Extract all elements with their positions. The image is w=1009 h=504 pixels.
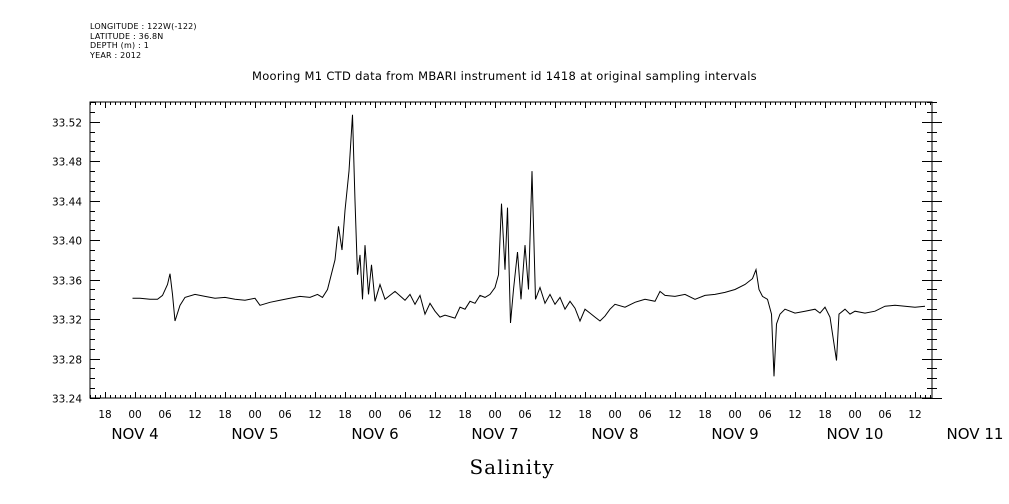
- x-date-label: NOV 9: [711, 425, 758, 443]
- x-hour-label: 12: [668, 409, 681, 421]
- x-date-label: NOV 10: [827, 425, 884, 443]
- y-tick-label: 33.32: [52, 315, 82, 327]
- x-hour-label: 06: [398, 409, 412, 421]
- x-hour-label: 00: [368, 409, 381, 421]
- latitude-text: LATITUDE : 36.8N: [90, 31, 164, 41]
- depth-text: DEPTH (m) : 1: [90, 41, 149, 50]
- x-hour-label: 12: [548, 409, 561, 421]
- x-hour-label: 12: [308, 409, 321, 421]
- metadata-block: LONGITUDE : 122W(-122) LATITUDE : 36.8N …: [90, 22, 197, 60]
- x-hour-label: 12: [788, 409, 801, 421]
- x-hour-label: 00: [488, 409, 501, 421]
- x-date-label: NOV 6: [351, 425, 398, 443]
- x-hour-label: 06: [638, 409, 652, 421]
- x-hour-label: 06: [878, 409, 892, 421]
- x-hour-label: 06: [518, 409, 532, 421]
- x-hour-label: 18: [698, 409, 711, 421]
- x-date-label: NOV 11: [947, 425, 1004, 443]
- x-date-label: NOV 8: [591, 425, 638, 443]
- y-tick-label: 33.24: [52, 394, 82, 406]
- x-hour-label: 00: [848, 409, 861, 421]
- x-hour-label: 18: [218, 409, 231, 421]
- x-hour-label: 06: [158, 409, 172, 421]
- x-hour-label: 12: [908, 409, 921, 421]
- plot-frame: [89, 101, 933, 399]
- salinity-series-line: [132, 114, 926, 377]
- x-hour-label: 12: [428, 409, 441, 421]
- x-date-label: NOV 4: [111, 425, 158, 443]
- x-hour-label: 18: [338, 409, 351, 421]
- x-hour-label: 12: [188, 409, 201, 421]
- year-text: YEAR : 2012: [90, 50, 142, 60]
- y-tick-label: 33.40: [52, 236, 82, 248]
- x-hour-label: 00: [728, 409, 741, 421]
- chart-title: Mooring M1 CTD data from MBARI instrumen…: [252, 69, 757, 83]
- x-date-label: NOV 7: [471, 425, 518, 443]
- y-tick-label: 33.44: [52, 197, 82, 209]
- x-date-label: NOV 5: [231, 425, 278, 443]
- longitude-text: LONGITUDE : 122W(-122): [90, 22, 197, 31]
- y-tick-label: 33.52: [52, 118, 82, 130]
- y-tick-label: 33.48: [52, 157, 82, 169]
- x-hour-label: 00: [128, 409, 141, 421]
- x-axis-label: Salinity: [469, 455, 555, 479]
- y-tick-label: 33.36: [52, 276, 82, 288]
- x-hour-label: 18: [818, 409, 831, 421]
- x-hour-label: 06: [758, 409, 772, 421]
- x-hour-label: 18: [458, 409, 471, 421]
- y-tick-label: 33.28: [52, 355, 82, 367]
- x-hour-label: 18: [98, 409, 111, 421]
- x-hour-label: 18: [578, 409, 591, 421]
- x-hour-label: 06: [278, 409, 292, 421]
- x-hour-label: 00: [608, 409, 621, 421]
- x-hour-label: 00: [248, 409, 261, 421]
